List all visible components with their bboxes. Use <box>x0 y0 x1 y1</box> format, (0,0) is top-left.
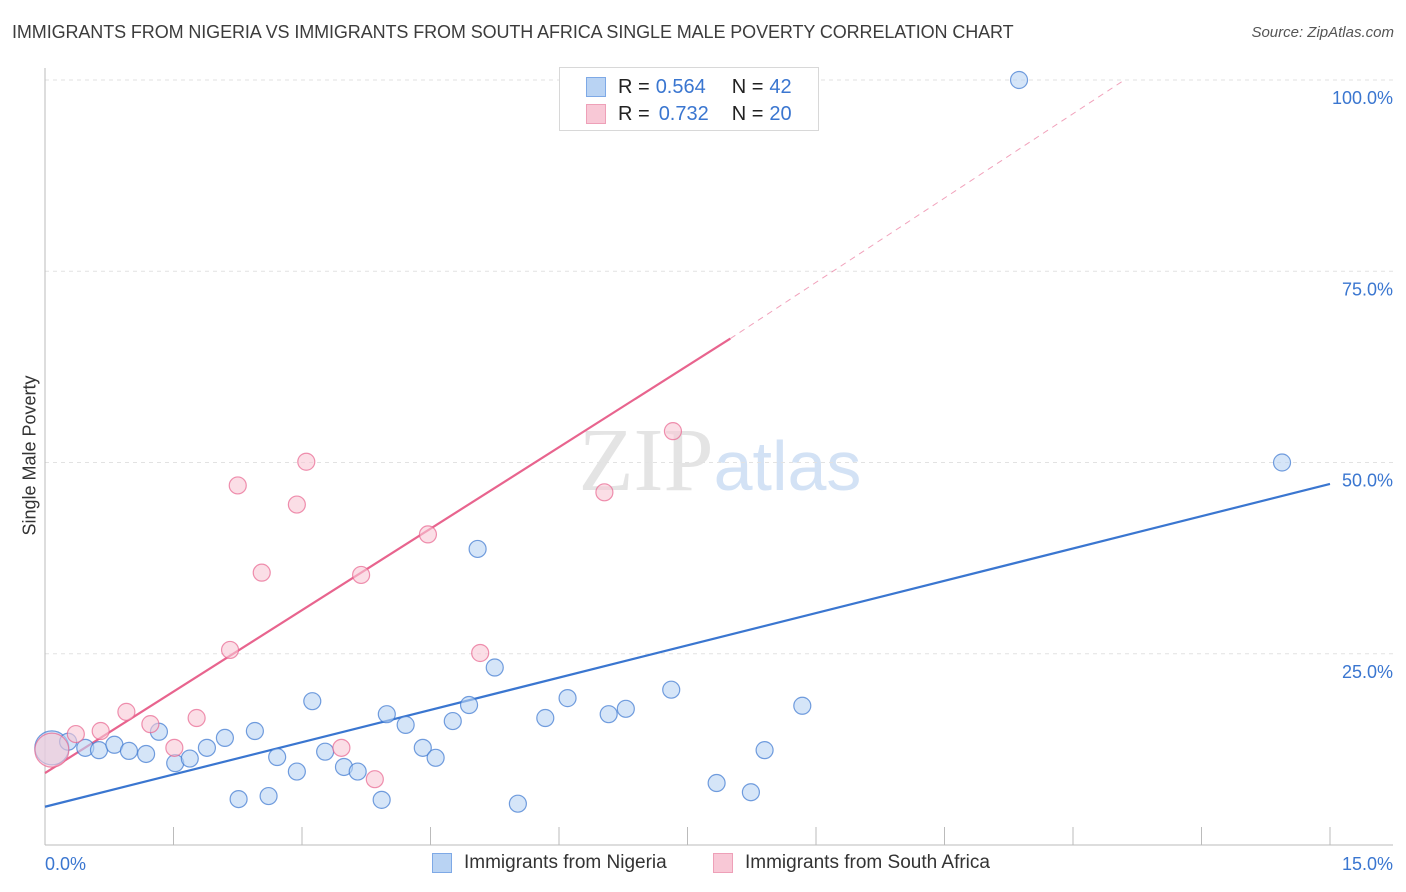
data-point-south-africa <box>471 643 490 663</box>
data-point-nigeria <box>180 749 199 768</box>
data-point-south-africa <box>220 640 240 660</box>
data-point-south-africa <box>663 422 683 441</box>
n-label: N = <box>731 75 764 98</box>
data-point-south-africa <box>595 483 614 502</box>
data-point-south-africa <box>91 721 110 741</box>
legend-row-south-africa: R = 0.732 N = 20 <box>586 102 792 126</box>
legend-row-nigeria: R = 0.564 N = 42 <box>586 75 792 99</box>
data-point-nigeria <box>741 783 760 802</box>
y-tick-label: 25.0% <box>1342 662 1393 682</box>
r-label: R = <box>618 102 650 125</box>
n-label: N = <box>731 102 764 125</box>
data-point-nigeria <box>443 711 462 731</box>
data-point-nigeria <box>459 695 479 715</box>
data-point-south-africa <box>228 476 247 495</box>
data-point-nigeria <box>197 738 217 757</box>
data-point-nigeria <box>229 789 248 809</box>
y-tick-label: 100.0% <box>1332 88 1393 108</box>
legend-item-nigeria[interactable]: Immigrants from Nigeria <box>432 852 667 874</box>
n-value: 42 <box>769 75 792 98</box>
x-tick-label: 0.0% <box>45 854 86 874</box>
data-point-south-africa <box>287 495 306 514</box>
source-label: Source: ZipAtlas.com <box>1251 24 1394 41</box>
south-africa-legend-swatch <box>713 853 733 873</box>
stats-legend: R = 0.564 N = 42 R = 0.732 N = 20 <box>559 67 819 131</box>
r-value: 0.732 <box>658 102 709 125</box>
legend-label: Immigrants from Nigeria <box>464 852 667 873</box>
data-point-nigeria <box>136 744 156 764</box>
data-point-nigeria <box>259 786 278 806</box>
data-point-south-africa <box>297 452 316 471</box>
data-point-nigeria <box>396 715 415 734</box>
data-point-nigeria <box>215 728 234 748</box>
data-point-nigeria <box>662 680 681 699</box>
data-point-nigeria <box>1272 453 1292 472</box>
trend-line-nigeria <box>44 482 1331 808</box>
data-point-south-africa <box>34 732 70 768</box>
data-point-nigeria <box>707 773 726 793</box>
data-point-nigeria <box>377 705 396 724</box>
trend-extension <box>730 79 1125 339</box>
data-point-nigeria <box>316 742 335 761</box>
data-point-nigeria <box>426 748 445 767</box>
south-africa-swatch <box>586 104 606 124</box>
chart-title: IMMIGRANTS FROM NIGERIA VS IMMIGRANTS FR… <box>12 22 1014 42</box>
data-point-nigeria <box>755 741 774 760</box>
data-point-south-africa <box>352 565 371 585</box>
data-point-south-africa <box>141 715 160 734</box>
data-point-nigeria <box>245 721 264 741</box>
trend-line-south-africa <box>44 337 731 775</box>
data-point-nigeria <box>348 762 367 781</box>
y-tick-label: 50.0% <box>1342 471 1393 491</box>
data-point-south-africa <box>365 770 384 789</box>
watermark: ZIPatlas <box>579 411 862 510</box>
data-point-nigeria <box>599 705 618 724</box>
data-point-south-africa <box>117 702 136 721</box>
data-point-south-africa <box>187 708 206 728</box>
data-point-nigeria <box>508 794 527 813</box>
x-tick-label: 15.0% <box>1342 854 1393 874</box>
data-point-south-africa <box>66 724 85 744</box>
data-point-nigeria <box>536 708 555 728</box>
data-point-south-africa <box>332 738 351 757</box>
data-point-nigeria <box>468 539 487 559</box>
data-point-nigeria <box>119 741 139 761</box>
r-label: R = <box>618 75 650 98</box>
data-point-nigeria <box>413 738 432 757</box>
data-point-nigeria <box>616 699 635 718</box>
legend-item-south-africa[interactable]: Immigrants from South Africa <box>713 852 990 874</box>
nigeria-swatch <box>586 77 606 97</box>
data-point-nigeria <box>89 741 109 760</box>
data-point-nigeria <box>268 747 287 767</box>
data-point-nigeria <box>287 762 306 781</box>
n-value: 20 <box>769 102 792 125</box>
r-value: 0.564 <box>655 75 706 98</box>
y-tick-label: 75.0% <box>1342 279 1393 299</box>
data-point-nigeria <box>372 790 391 809</box>
data-point-south-africa <box>165 738 184 757</box>
data-point-south-africa <box>418 525 438 544</box>
data-point-nigeria <box>1009 70 1029 90</box>
data-point-south-africa <box>252 563 271 582</box>
nigeria-legend-swatch <box>432 853 452 873</box>
data-point-nigeria <box>303 692 322 711</box>
legend-label: Immigrants from South Africa <box>745 852 990 873</box>
data-point-nigeria <box>793 696 812 715</box>
data-point-nigeria <box>485 658 504 677</box>
data-point-nigeria <box>558 689 577 708</box>
